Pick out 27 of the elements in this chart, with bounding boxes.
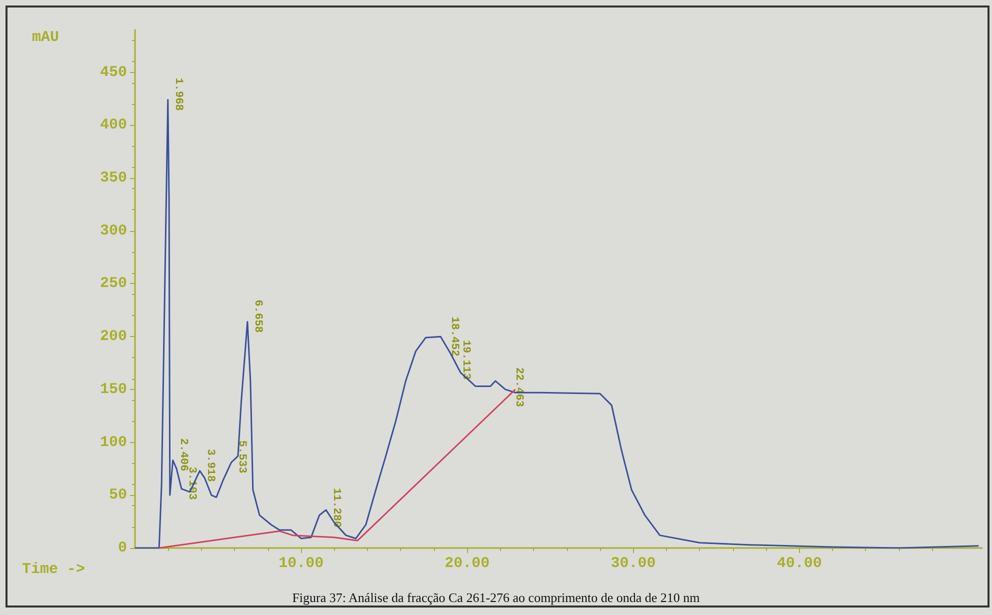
y-tick-label: 400 bbox=[100, 116, 127, 134]
y-tick-label: 0 bbox=[118, 540, 127, 556]
text: Figura 37: Análise da fracção Ca 261-276 ao comprimento de onda de 210 nm bbox=[292, 590, 700, 605]
line-series bbox=[158, 388, 516, 549]
y-tick-label: 100 bbox=[100, 434, 127, 451]
y-tick-label: 300 bbox=[100, 222, 127, 240]
y-tick-label: 150 bbox=[100, 380, 127, 398]
x-tick-label: 10.00 bbox=[278, 555, 324, 572]
y-tick-label: 200 bbox=[100, 328, 127, 346]
annotation: 22.463 bbox=[512, 367, 525, 408]
y-axis-title: mAU bbox=[32, 29, 60, 46]
annotation: 2.406 bbox=[176, 438, 189, 472]
y-tick-label: 350 bbox=[100, 170, 127, 186]
y-tick-label: 250 bbox=[100, 275, 127, 292]
annotation: 5.533 bbox=[235, 440, 248, 474]
y-tick-label: 50 bbox=[108, 486, 127, 504]
x-tick-label: 30.00 bbox=[610, 555, 656, 572]
annotation: 19.113 bbox=[460, 340, 472, 380]
x-axis-title: Time -> bbox=[22, 561, 86, 578]
annotation: 1.968 bbox=[172, 78, 184, 112]
x-tick-label: 20.00 bbox=[444, 555, 490, 572]
annotation: 18.452 bbox=[448, 316, 460, 356]
x-tick-label: 40.00 bbox=[776, 555, 822, 572]
annotation: 3.918 bbox=[204, 448, 216, 482]
annotation: 6.658 bbox=[251, 300, 264, 334]
annotation: 11.280 bbox=[330, 488, 342, 528]
y-tick-label: 450 bbox=[100, 64, 127, 81]
